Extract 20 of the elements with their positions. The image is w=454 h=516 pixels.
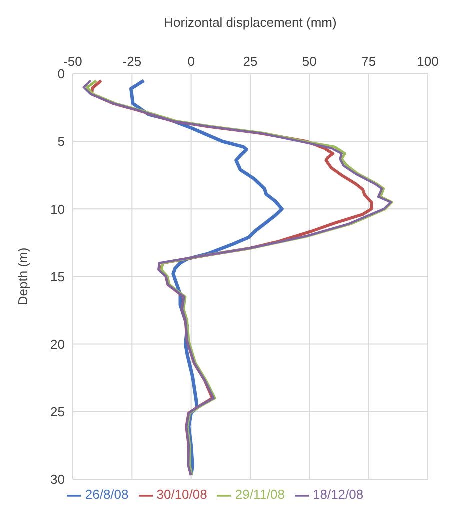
x-axis-title: Horizontal displacement (mm) <box>164 15 337 30</box>
y-tick-label: 20 <box>50 336 65 352</box>
y-tick-label: 25 <box>50 404 65 420</box>
x-tick-label: -25 <box>122 54 142 69</box>
x-tick-label: 0 <box>188 54 195 69</box>
y-tick-label: 10 <box>50 202 65 217</box>
y-tick-label: 30 <box>50 472 65 488</box>
legend-label: 29/11/08 <box>235 487 285 502</box>
x-tick-label: 75 <box>362 54 376 69</box>
y-tick-label: 0 <box>58 66 65 82</box>
x-tick-label: -50 <box>64 54 82 69</box>
y-tick-label: 5 <box>58 134 65 150</box>
x-tick-label: 25 <box>243 54 258 69</box>
legend-label: 26/8/08 <box>85 487 129 502</box>
y-tick-label: 15 <box>50 269 65 284</box>
x-tick-label: 100 <box>417 54 439 69</box>
x-tick-label: 50 <box>302 54 317 69</box>
legend-label: 30/10/08 <box>156 487 208 502</box>
y-axis-title: Depth (m) <box>16 248 31 306</box>
legend-label: 18/12/08 <box>313 487 364 502</box>
